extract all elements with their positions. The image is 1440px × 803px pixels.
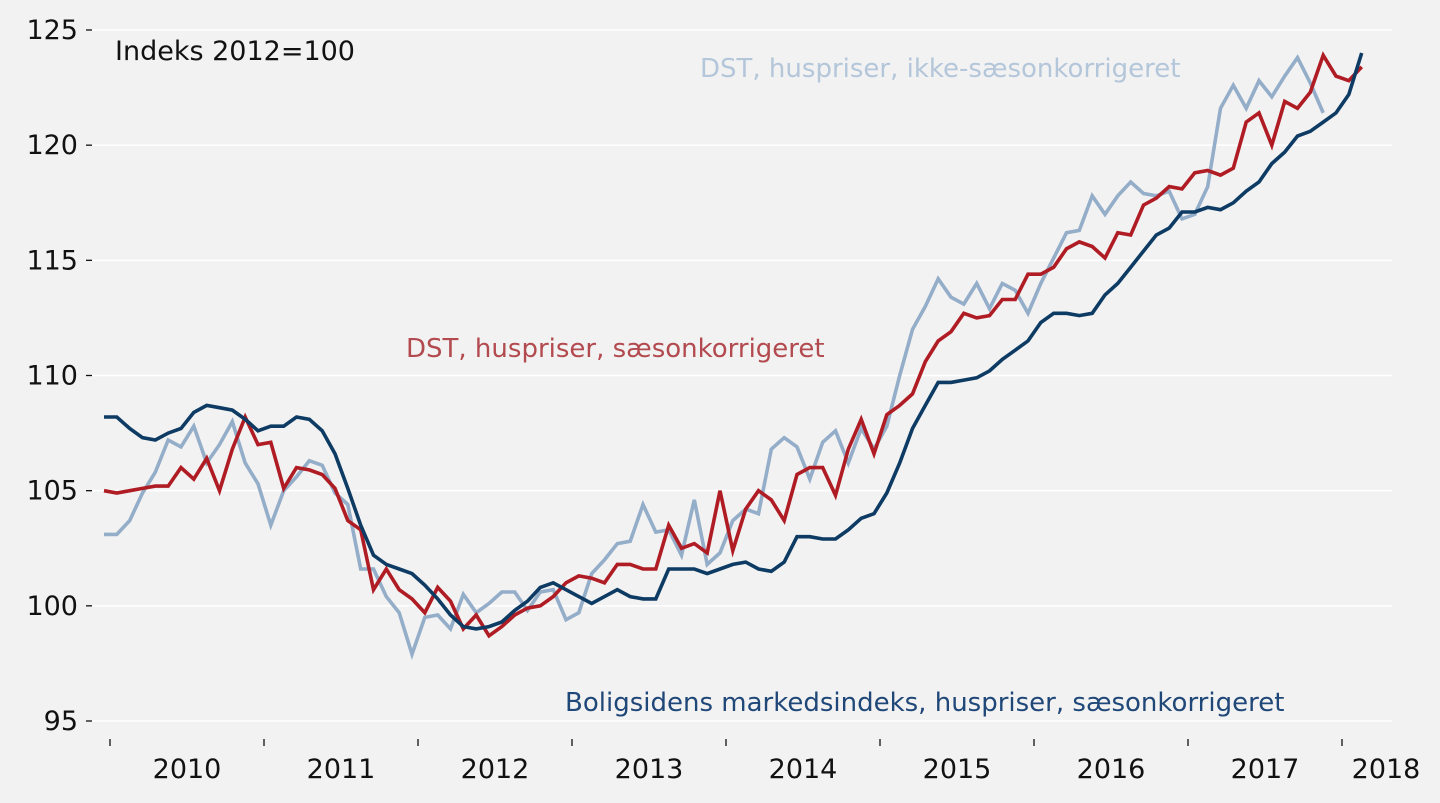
x-axis: 2010 2011 2012 2013 2014 2015 2016 2017 2018 <box>109 739 1421 785</box>
gridlines <box>92 29 1392 722</box>
x-tick-label: 2013 <box>615 754 684 785</box>
series-label-dst-not-seasonally-adjusted: DST, huspriser, ikke-sæsonkorrigeret <box>700 54 1180 84</box>
x-tick-label: 2016 <box>1077 754 1146 785</box>
series-line-1 <box>103 51 1364 639</box>
series-line-2 <box>104 54 1325 660</box>
y-tick-label: 120 <box>26 130 78 161</box>
x-tick-label: 2018 <box>1352 754 1421 785</box>
y-tick-label: 115 <box>26 245 78 276</box>
x-tick-label: 2015 <box>923 754 992 785</box>
chart-title: Indeks 2012=100 <box>115 36 355 67</box>
series-label-boligsiden: Boligsidens markedsindeks, huspriser, sæ… <box>565 688 1284 718</box>
series-lines <box>103 51 1364 660</box>
x-tick-label: 2017 <box>1231 754 1300 785</box>
y-tick-label: 100 <box>26 591 78 622</box>
y-tick-label: 125 <box>26 15 78 46</box>
y-tick-label: 95 <box>44 706 78 737</box>
x-tick-label: 2010 <box>153 754 222 785</box>
x-tick-label: 2014 <box>769 754 838 785</box>
y-tick-label: 110 <box>26 361 78 392</box>
x-tick-label: 2011 <box>307 754 376 785</box>
series-line-0 <box>104 52 1364 631</box>
x-tick-label: 2012 <box>461 754 530 785</box>
y-axis: 95 100 105 110 115 120 125 <box>26 15 92 737</box>
y-tick-label: 105 <box>26 476 78 507</box>
series-label-dst-seasonally-adjusted: DST, huspriser, sæsonkorrigeret <box>406 334 825 364</box>
